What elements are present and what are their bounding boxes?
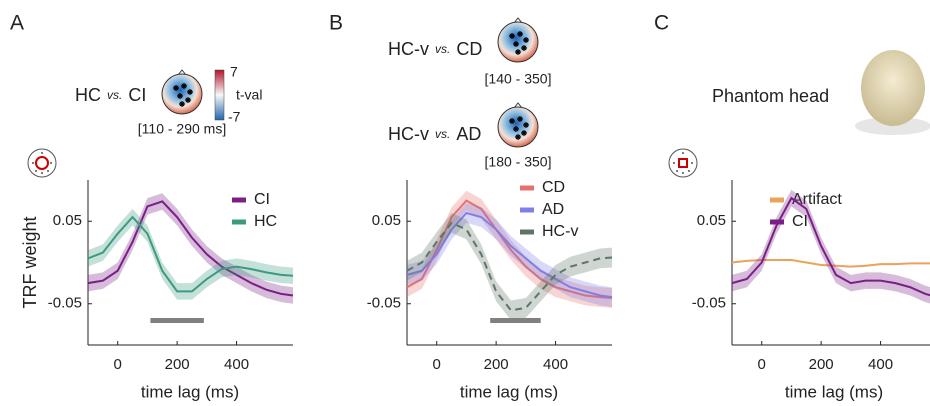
y-tick-label: -0.05: [692, 295, 726, 312]
topoplot-star: [521, 130, 527, 136]
y-tick-label: 0.05: [697, 212, 726, 229]
electrode-icon: [668, 148, 698, 178]
x-tick-label: 400: [224, 356, 249, 373]
topoplot-star: [187, 89, 193, 95]
x-tick-label: 200: [484, 356, 509, 373]
comparison-group: HC: [75, 85, 101, 105]
x-tick-label: 200: [165, 356, 190, 373]
significance-bar: [150, 318, 204, 323]
series-line: [87, 215, 294, 293]
comparison-vs: vs.: [435, 42, 450, 56]
topoplot-star: [513, 41, 519, 47]
legend-label: HC: [254, 213, 277, 230]
series-line: [406, 221, 613, 312]
x-axis-label: time lag (ms): [785, 382, 883, 401]
topoplot-star: [509, 33, 515, 39]
comparison-label: HC vs. CI: [75, 85, 146, 105]
legend-label: CI: [792, 213, 808, 230]
error-band: [88, 193, 293, 304]
topoplot-star: [523, 37, 529, 43]
electrode-icon: [27, 148, 57, 178]
topoplot-star: [513, 126, 519, 132]
topoplot-star: [521, 45, 527, 51]
y-tick-label: -0.05: [48, 295, 82, 312]
panel-label: C: [654, 12, 669, 35]
x-tick-label: 0: [433, 356, 441, 373]
topoplot-nose: [177, 69, 187, 76]
topoplot-star: [173, 85, 179, 91]
x-axis-label: time lag (ms): [460, 382, 558, 401]
panel-label: B: [329, 12, 343, 35]
x-tick-label: 0: [114, 356, 122, 373]
series-line: [87, 200, 294, 297]
comparison-vs: vs.: [435, 127, 450, 141]
x-tick-label: 200: [809, 356, 834, 373]
legend-label: AD: [542, 201, 564, 218]
topoplot-star: [515, 134, 521, 140]
colorbar: [214, 69, 225, 121]
topoplot-star: [185, 97, 191, 103]
topoplot: [161, 69, 203, 115]
comparison-group: HC-v: [388, 39, 429, 59]
topoplot-star: [509, 118, 515, 124]
topoplot-nose: [513, 17, 523, 24]
topoplot-nose: [513, 102, 523, 109]
topoplot-star: [177, 93, 183, 99]
series-line: [731, 259, 930, 268]
comparison-vs: vs.: [107, 88, 122, 102]
y-tick-label: 0.05: [53, 212, 82, 229]
time-window: [110 - 290 ms]: [138, 121, 226, 137]
topoplot-star: [517, 31, 523, 37]
legend-label: HC-v: [542, 223, 578, 240]
series-line: [406, 199, 613, 299]
error-band: [88, 208, 293, 300]
time-window: [180 - 350]: [485, 154, 552, 170]
legend-label: CI: [254, 191, 270, 208]
phantom-head-photo: [855, 50, 930, 135]
topoplot: [497, 102, 539, 148]
topoplot-star: [517, 116, 523, 122]
topoplot: [497, 17, 539, 63]
time-window: [140 - 350]: [485, 71, 552, 87]
x-axis-label: time lag (ms): [141, 382, 239, 401]
topoplot-star: [515, 49, 521, 55]
y-axis-label: TRF weight: [20, 216, 40, 308]
colorbar-label: t-val: [236, 87, 262, 103]
annotation: Phantom head: [712, 86, 829, 106]
series-line: [731, 196, 930, 297]
comparison-other: CD: [456, 39, 482, 59]
legend-label: Artifact: [792, 191, 842, 208]
colorbar-min: -7: [228, 109, 241, 125]
panel-label: A: [10, 12, 24, 35]
comparison-label: HC-v vs. CD: [388, 39, 482, 59]
legend-label: CD: [542, 179, 565, 196]
comparison-other: AD: [456, 124, 481, 144]
y-tick-label: 0.05: [372, 212, 401, 229]
topoplot-star: [523, 122, 529, 128]
x-tick-label: 400: [543, 356, 568, 373]
significance-bar: [490, 318, 541, 323]
comparison-label: HC-v vs. AD: [388, 124, 481, 144]
x-tick-label: 0: [758, 356, 766, 373]
colorbar-max: 7: [230, 64, 238, 80]
topoplot-star: [181, 83, 187, 89]
series-line: [406, 211, 613, 299]
x-tick-label: 400: [868, 356, 893, 373]
y-tick-label: -0.05: [367, 295, 401, 312]
topoplot-star: [179, 101, 185, 107]
comparison-other: CI: [128, 85, 146, 105]
comparison-group: HC-v: [388, 124, 429, 144]
